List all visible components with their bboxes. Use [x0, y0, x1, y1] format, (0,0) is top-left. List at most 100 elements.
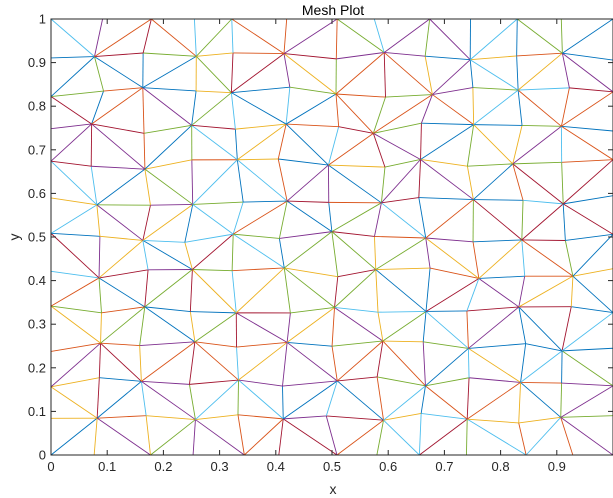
mesh-edge	[331, 307, 335, 347]
y-tick-label: 0.6	[28, 186, 46, 201]
mesh-edge	[424, 18, 431, 57]
mesh-edge	[377, 312, 384, 342]
mesh-edge	[141, 380, 196, 420]
mesh-edge	[336, 340, 384, 382]
mesh-edge	[512, 125, 562, 165]
mesh-edge	[277, 123, 287, 160]
mesh-edge	[381, 159, 421, 204]
mesh-edge	[231, 53, 285, 94]
mesh-edge	[561, 162, 564, 204]
mesh-edge	[144, 306, 196, 343]
mesh-edge	[425, 385, 468, 420]
mesh-edge	[145, 415, 151, 456]
mesh-edge	[380, 167, 386, 203]
mesh-edge	[278, 200, 288, 239]
mesh-edge	[420, 159, 474, 200]
mesh-edge	[287, 200, 329, 203]
mesh-edge	[235, 123, 287, 130]
mesh-edge	[375, 237, 427, 270]
mesh-edge	[425, 377, 470, 387]
mesh-edge	[189, 311, 196, 342]
mesh-edge	[334, 307, 379, 313]
mesh-edge	[421, 412, 468, 420]
mesh-edge	[562, 52, 613, 61]
mesh-edge	[90, 166, 98, 205]
mesh-edge	[189, 269, 193, 312]
mesh-edge	[184, 242, 193, 270]
mesh-edge	[560, 385, 613, 418]
mesh-edge	[144, 269, 193, 308]
y-tick-label: 0.8	[28, 99, 46, 114]
mesh-edge	[142, 240, 149, 270]
mesh-edge	[234, 129, 238, 160]
mesh-edge	[517, 89, 562, 127]
mesh-edge	[525, 343, 563, 352]
mesh-edge	[468, 377, 521, 383]
mesh-edge	[184, 204, 194, 243]
mesh-edge	[518, 416, 561, 424]
mesh-edge	[335, 52, 385, 95]
y-tick-label: 0.7	[28, 142, 46, 157]
mesh-edge	[232, 52, 284, 55]
mesh-edge	[236, 159, 244, 203]
mesh-edge	[473, 89, 519, 125]
mesh-edge	[50, 90, 104, 97]
mesh-edge	[473, 124, 523, 126]
mesh-edge	[384, 52, 426, 57]
mesh-edge	[569, 87, 613, 93]
mesh-edge	[560, 417, 574, 456]
mesh-edge	[418, 197, 427, 239]
mesh-edge	[373, 132, 421, 160]
mesh-edge	[420, 385, 426, 414]
mesh-edge	[466, 382, 521, 420]
mesh-edge	[144, 269, 149, 307]
mesh-edge	[232, 201, 244, 235]
mesh-edge	[50, 160, 98, 206]
mesh-edge	[518, 306, 563, 352]
mesh-edge	[469, 59, 519, 91]
mesh-edge	[289, 86, 337, 95]
mesh-edge	[372, 96, 386, 134]
mesh-edge	[518, 276, 526, 308]
mesh-edge	[237, 123, 287, 161]
mesh-edge	[139, 341, 195, 346]
mesh-edge	[425, 278, 480, 312]
mesh-edge	[521, 239, 566, 241]
mesh-edge	[382, 311, 427, 342]
x-tick-label: 0.2	[154, 459, 172, 474]
mesh-edge	[235, 267, 285, 314]
mesh-edge	[469, 18, 518, 61]
mesh-edge	[232, 233, 285, 269]
mesh-edge	[98, 343, 101, 378]
mesh-edge	[96, 204, 101, 237]
mesh-edge	[518, 422, 527, 456]
mesh-edge	[562, 159, 613, 205]
x-axis-ticks: 0 0.1 0.2 0.3 0.4 0.5 0.6 0.7 0.8 0.9	[47, 19, 566, 474]
mesh-edge	[282, 418, 338, 456]
mesh-edge	[50, 204, 98, 234]
mesh-edge	[195, 56, 232, 93]
mesh-edge	[142, 18, 152, 54]
mesh-edge	[472, 241, 480, 279]
mesh-edge	[191, 92, 232, 126]
mesh-edge	[512, 163, 564, 205]
mesh-edge	[470, 55, 517, 61]
mesh-edge	[192, 159, 238, 205]
mesh-edge	[375, 269, 427, 312]
mesh-edge	[283, 18, 288, 54]
mesh-edge	[98, 277, 146, 308]
mesh-edge	[238, 342, 288, 381]
mesh-edge	[331, 231, 339, 277]
mesh-edge	[243, 200, 288, 203]
x-tick-label: 0	[47, 459, 54, 474]
mesh-edge	[143, 124, 192, 134]
mesh-edge	[472, 87, 519, 91]
mesh-edge	[332, 340, 383, 347]
mesh-edge	[572, 275, 613, 313]
x-tick-label: 0.9	[548, 459, 566, 474]
mesh-edge	[93, 418, 98, 456]
mesh-edge	[238, 379, 283, 387]
mesh-edge	[282, 342, 288, 387]
mesh-edge	[377, 376, 426, 387]
mesh-edge	[564, 240, 574, 277]
